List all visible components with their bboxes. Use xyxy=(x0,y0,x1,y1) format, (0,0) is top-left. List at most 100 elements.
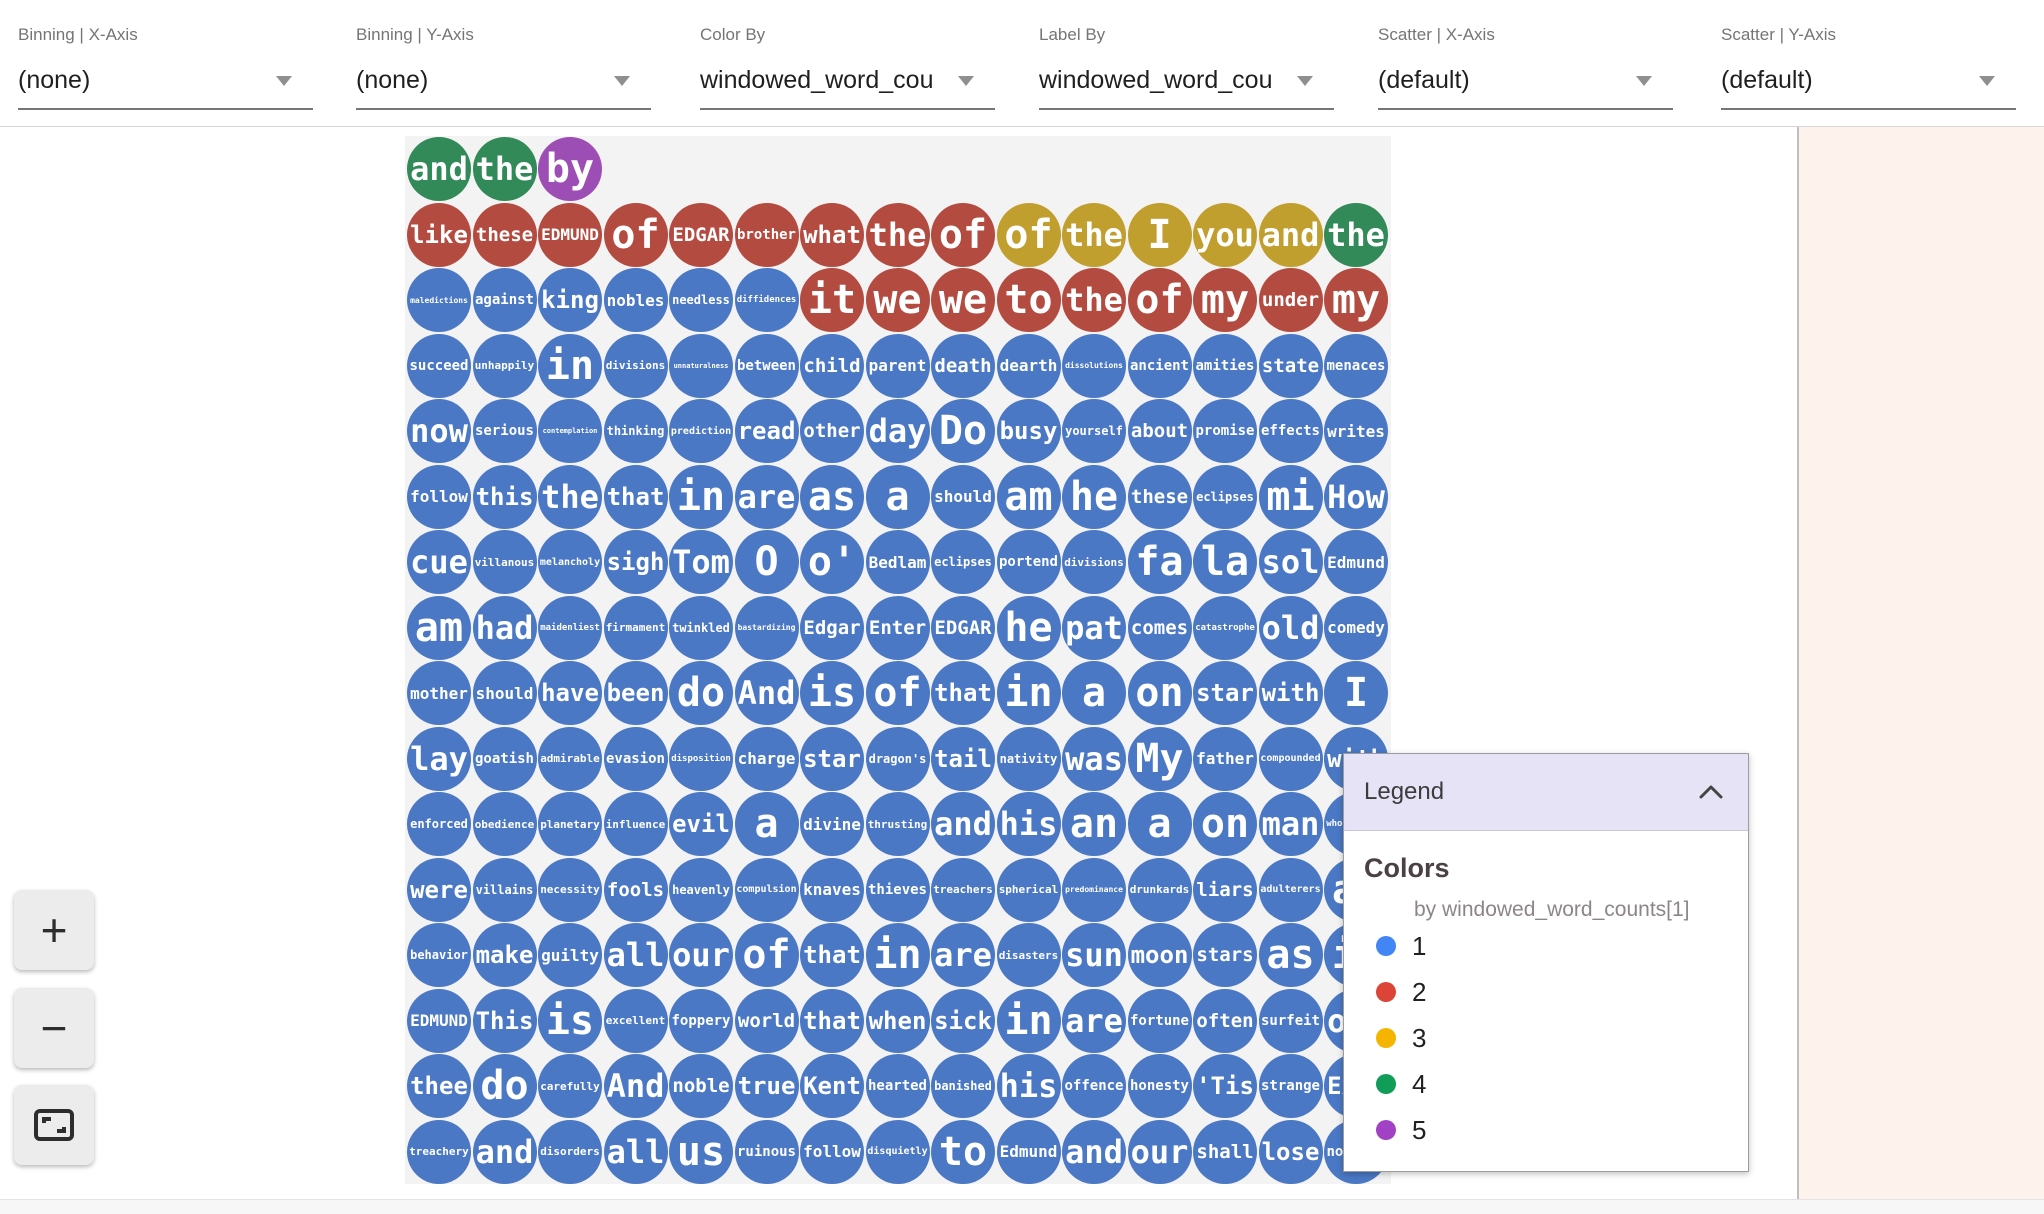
word-bubble[interactable]: excellent xyxy=(603,988,668,1053)
scatter-plot-area[interactable]: and the by like these EDMUND of EDGAR brother wha… xyxy=(405,136,1391,1184)
word-bubble[interactable]: he xyxy=(996,595,1061,660)
word-bubble[interactable]: sigh xyxy=(603,530,668,594)
word-bubble[interactable]: compulsion xyxy=(734,857,799,922)
word-bubble[interactable]: comedy xyxy=(1324,595,1388,660)
word-bubble[interactable]: he xyxy=(1062,464,1126,529)
word-bubble[interactable]: when xyxy=(865,988,930,1053)
word-bubble[interactable]: dissolutions xyxy=(1062,333,1126,398)
zoom-out-button[interactable]: − xyxy=(14,988,94,1068)
word-bubble[interactable]: were xyxy=(407,857,471,922)
word-bubble[interactable]: twinkled xyxy=(669,595,733,660)
word-bubble[interactable]: parent xyxy=(865,333,930,398)
word-bubble[interactable]: amities xyxy=(1193,333,1257,398)
word-bubble[interactable]: serious xyxy=(472,399,537,463)
word-bubble[interactable]: should xyxy=(931,464,995,529)
word-bubble[interactable]: noble xyxy=(669,1054,733,1118)
word-bubble[interactable]: comes xyxy=(1127,595,1192,660)
word-bubble[interactable]: of xyxy=(865,661,930,725)
word-bubble[interactable]: and xyxy=(1258,202,1323,267)
word-bubble[interactable]: This xyxy=(472,988,537,1053)
word-bubble[interactable]: evasion xyxy=(603,726,668,791)
word-bubble[interactable]: all xyxy=(603,923,668,987)
word-bubble[interactable]: an xyxy=(1062,792,1126,856)
word-bubble[interactable]: day xyxy=(865,399,930,463)
dropdown-label-by[interactable]: Label By windowed_word_counts[1] xyxy=(1039,24,1334,116)
word-bubble[interactable]: am xyxy=(996,464,1061,529)
word-bubble[interactable]: now xyxy=(407,399,471,463)
word-bubble[interactable]: are xyxy=(1062,988,1126,1053)
word-bubble[interactable]: Tom xyxy=(669,530,733,594)
word-bubble[interactable]: divisions xyxy=(1062,530,1126,594)
word-bubble[interactable]: and xyxy=(1062,1119,1126,1184)
word-bubble[interactable]: goatish xyxy=(472,726,537,791)
word-bubble[interactable]: promise xyxy=(1193,399,1257,463)
word-bubble[interactable]: fools xyxy=(603,857,668,922)
word-bubble[interactable]: eclipses xyxy=(1193,464,1257,529)
zoom-in-button[interactable]: + xyxy=(14,890,94,970)
word-bubble[interactable]: sol xyxy=(1258,530,1323,594)
word-bubble[interactable]: How xyxy=(1324,464,1388,529)
word-bubble[interactable]: we xyxy=(931,268,995,332)
word-bubble[interactable]: that xyxy=(800,923,864,987)
word-bubble[interactable]: of xyxy=(734,923,799,987)
word-bubble[interactable]: of xyxy=(1127,268,1192,332)
word-bubble[interactable]: dearth xyxy=(996,333,1061,398)
word-bubble[interactable]: follow xyxy=(407,464,471,529)
word-bubble[interactable]: death xyxy=(931,333,995,398)
word-bubble[interactable]: melancholy xyxy=(538,530,602,594)
word-bubble[interactable]: this xyxy=(472,464,537,529)
word-bubble[interactable]: sun xyxy=(1062,923,1126,987)
word-bubble[interactable]: thrusting xyxy=(865,792,930,856)
word-bubble[interactable]: tail xyxy=(931,726,995,791)
word-bubble[interactable]: hearted xyxy=(865,1054,930,1118)
word-bubble[interactable]: firmament xyxy=(603,595,668,660)
word-bubble[interactable]: ancient xyxy=(1127,333,1192,398)
word-bubble[interactable]: writes xyxy=(1324,399,1388,463)
word-bubble[interactable]: and xyxy=(931,792,995,856)
word-bubble[interactable]: true xyxy=(734,1054,799,1118)
word-bubble[interactable]: in xyxy=(996,661,1061,725)
word-bubble[interactable]: mother xyxy=(407,661,471,725)
dropdown-scatter-y-axis[interactable]: Scatter | Y-Axis (default) xyxy=(1721,24,2016,116)
word-bubble[interactable]: you xyxy=(1193,202,1257,267)
word-bubble[interactable]: bastardizing xyxy=(734,595,799,660)
word-bubble[interactable]: knaves xyxy=(800,857,864,922)
word-bubble[interactable]: EDMUND xyxy=(407,988,471,1053)
word-bubble[interactable]: disposition xyxy=(669,726,733,791)
word-bubble[interactable]: of xyxy=(996,202,1061,267)
word-bubble[interactable]: to xyxy=(931,1119,995,1184)
word-bubble[interactable]: strange xyxy=(1258,1054,1323,1118)
word-bubble[interactable]: to xyxy=(996,268,1061,332)
word-bubble[interactable]: was xyxy=(1062,726,1126,791)
word-bubble[interactable]: banished xyxy=(931,1054,995,1118)
word-bubble[interactable]: on xyxy=(1193,792,1257,856)
word-bubble[interactable]: la xyxy=(1193,530,1257,594)
word-bubble[interactable]: lose xyxy=(1258,1119,1323,1184)
word-bubble[interactable]: had xyxy=(472,595,537,660)
word-bubble[interactable]: often xyxy=(1193,988,1257,1053)
word-bubble[interactable]: the xyxy=(1062,268,1126,332)
word-bubble[interactable]: against xyxy=(472,268,537,332)
word-bubble[interactable]: child xyxy=(800,333,864,398)
dropdown-binning-x-axis[interactable]: Binning | X-Axis (none) xyxy=(18,24,313,116)
word-bubble[interactable]: predominance xyxy=(1062,857,1126,922)
word-bubble[interactable]: do xyxy=(669,661,733,725)
word-bubble[interactable]: is xyxy=(800,661,864,725)
word-bubble[interactable]: that xyxy=(931,661,995,725)
word-bubble[interactable]: that xyxy=(800,988,864,1053)
word-bubble[interactable]: my xyxy=(1193,268,1257,332)
word-bubble[interactable]: necessity xyxy=(538,857,602,922)
word-bubble[interactable]: o' xyxy=(800,530,864,594)
word-bubble[interactable]: busy xyxy=(996,399,1061,463)
word-bubble[interactable]: by xyxy=(538,137,602,201)
word-bubble[interactable]: diffidences xyxy=(734,268,799,332)
word-bubble[interactable]: read xyxy=(734,399,799,463)
word-bubble[interactable]: my xyxy=(1324,268,1388,332)
word-bubble[interactable]: nativity xyxy=(996,726,1061,791)
word-bubble[interactable]: a xyxy=(1062,661,1126,725)
word-bubble[interactable]: is xyxy=(538,988,602,1053)
word-bubble[interactable]: these xyxy=(1127,464,1192,529)
word-bubble[interactable]: compounded xyxy=(1258,726,1323,791)
word-bubble[interactable]: been xyxy=(603,661,668,725)
word-bubble[interactable]: as xyxy=(800,464,864,529)
